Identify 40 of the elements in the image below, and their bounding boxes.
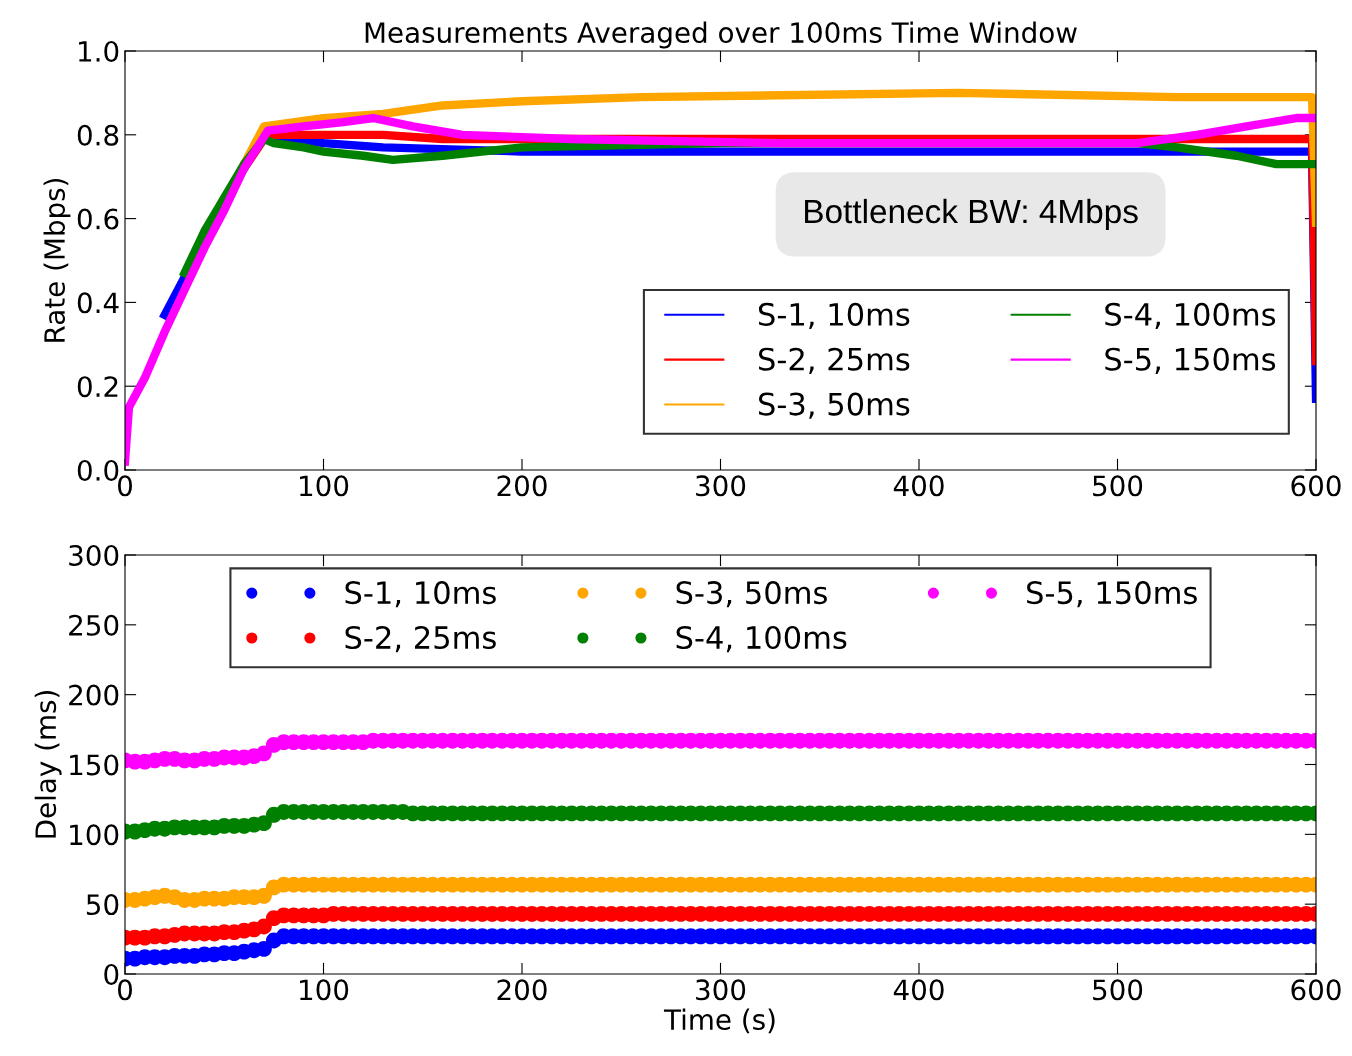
annotation: Bottleneck BW: 4Mbps xyxy=(805,198,1138,230)
legend-label: S-2, 25ms xyxy=(345,625,496,653)
y-axis-title: Rate (Mbps) xyxy=(43,178,71,342)
x-tick-label: 100 xyxy=(300,475,349,497)
y-axis-title: Delay (ms) xyxy=(34,691,62,838)
y-tick-label: 0.2 xyxy=(77,376,118,398)
x-tick-label: 600 xyxy=(1291,979,1341,1001)
legend-label: S-1, 10ms xyxy=(758,302,910,330)
y-tick-label: 0.4 xyxy=(77,292,119,314)
y-tick-label: 300 xyxy=(69,544,119,566)
y-tick-label: 0.0 xyxy=(77,459,119,481)
y-tick-label: 200 xyxy=(69,684,119,706)
legend-label: S-3, 50ms xyxy=(676,581,827,608)
x-tick-label: 200 xyxy=(497,979,547,1001)
y-tick-label: 0.6 xyxy=(77,208,119,230)
x-tick-label: 300 xyxy=(696,979,746,1001)
y-tick-label: 0.8 xyxy=(77,124,119,146)
x-tick-label: 600 xyxy=(1291,475,1341,497)
y-tick-label: 50 xyxy=(86,894,119,916)
y-tick-label: 0 xyxy=(104,963,119,985)
x-tick-label: 200 xyxy=(497,475,547,497)
y-tick-label: 250 xyxy=(69,614,119,636)
x-tick-label: 400 xyxy=(893,979,944,1001)
x-tick-label: 300 xyxy=(696,475,746,497)
legend-label: S-2, 25ms xyxy=(758,347,910,374)
y-tick-label: 1.0 xyxy=(79,40,119,62)
y-tick-label: 100 xyxy=(70,824,119,846)
y-tick-label: 150 xyxy=(70,754,119,776)
legend-label: S-5, 150ms xyxy=(1105,347,1276,374)
x-tick-label: 500 xyxy=(1093,979,1143,1001)
legend-label: S-4, 100ms xyxy=(676,625,847,653)
legend-label: S-4, 100ms xyxy=(1105,302,1276,330)
x-tick-label: 400 xyxy=(893,475,944,497)
legend-label: S-5, 150ms xyxy=(1027,581,1197,608)
x-axis-title: Time (s) xyxy=(663,1008,775,1034)
legend-label: S-1, 10ms xyxy=(345,581,496,608)
x-tick-label: 500 xyxy=(1093,475,1143,497)
legend-label: S-3, 50ms xyxy=(758,392,910,419)
chart-title: Measurements Averaged over 100ms Time Window xyxy=(365,21,1077,49)
x-tick-label: 100 xyxy=(300,979,349,1001)
